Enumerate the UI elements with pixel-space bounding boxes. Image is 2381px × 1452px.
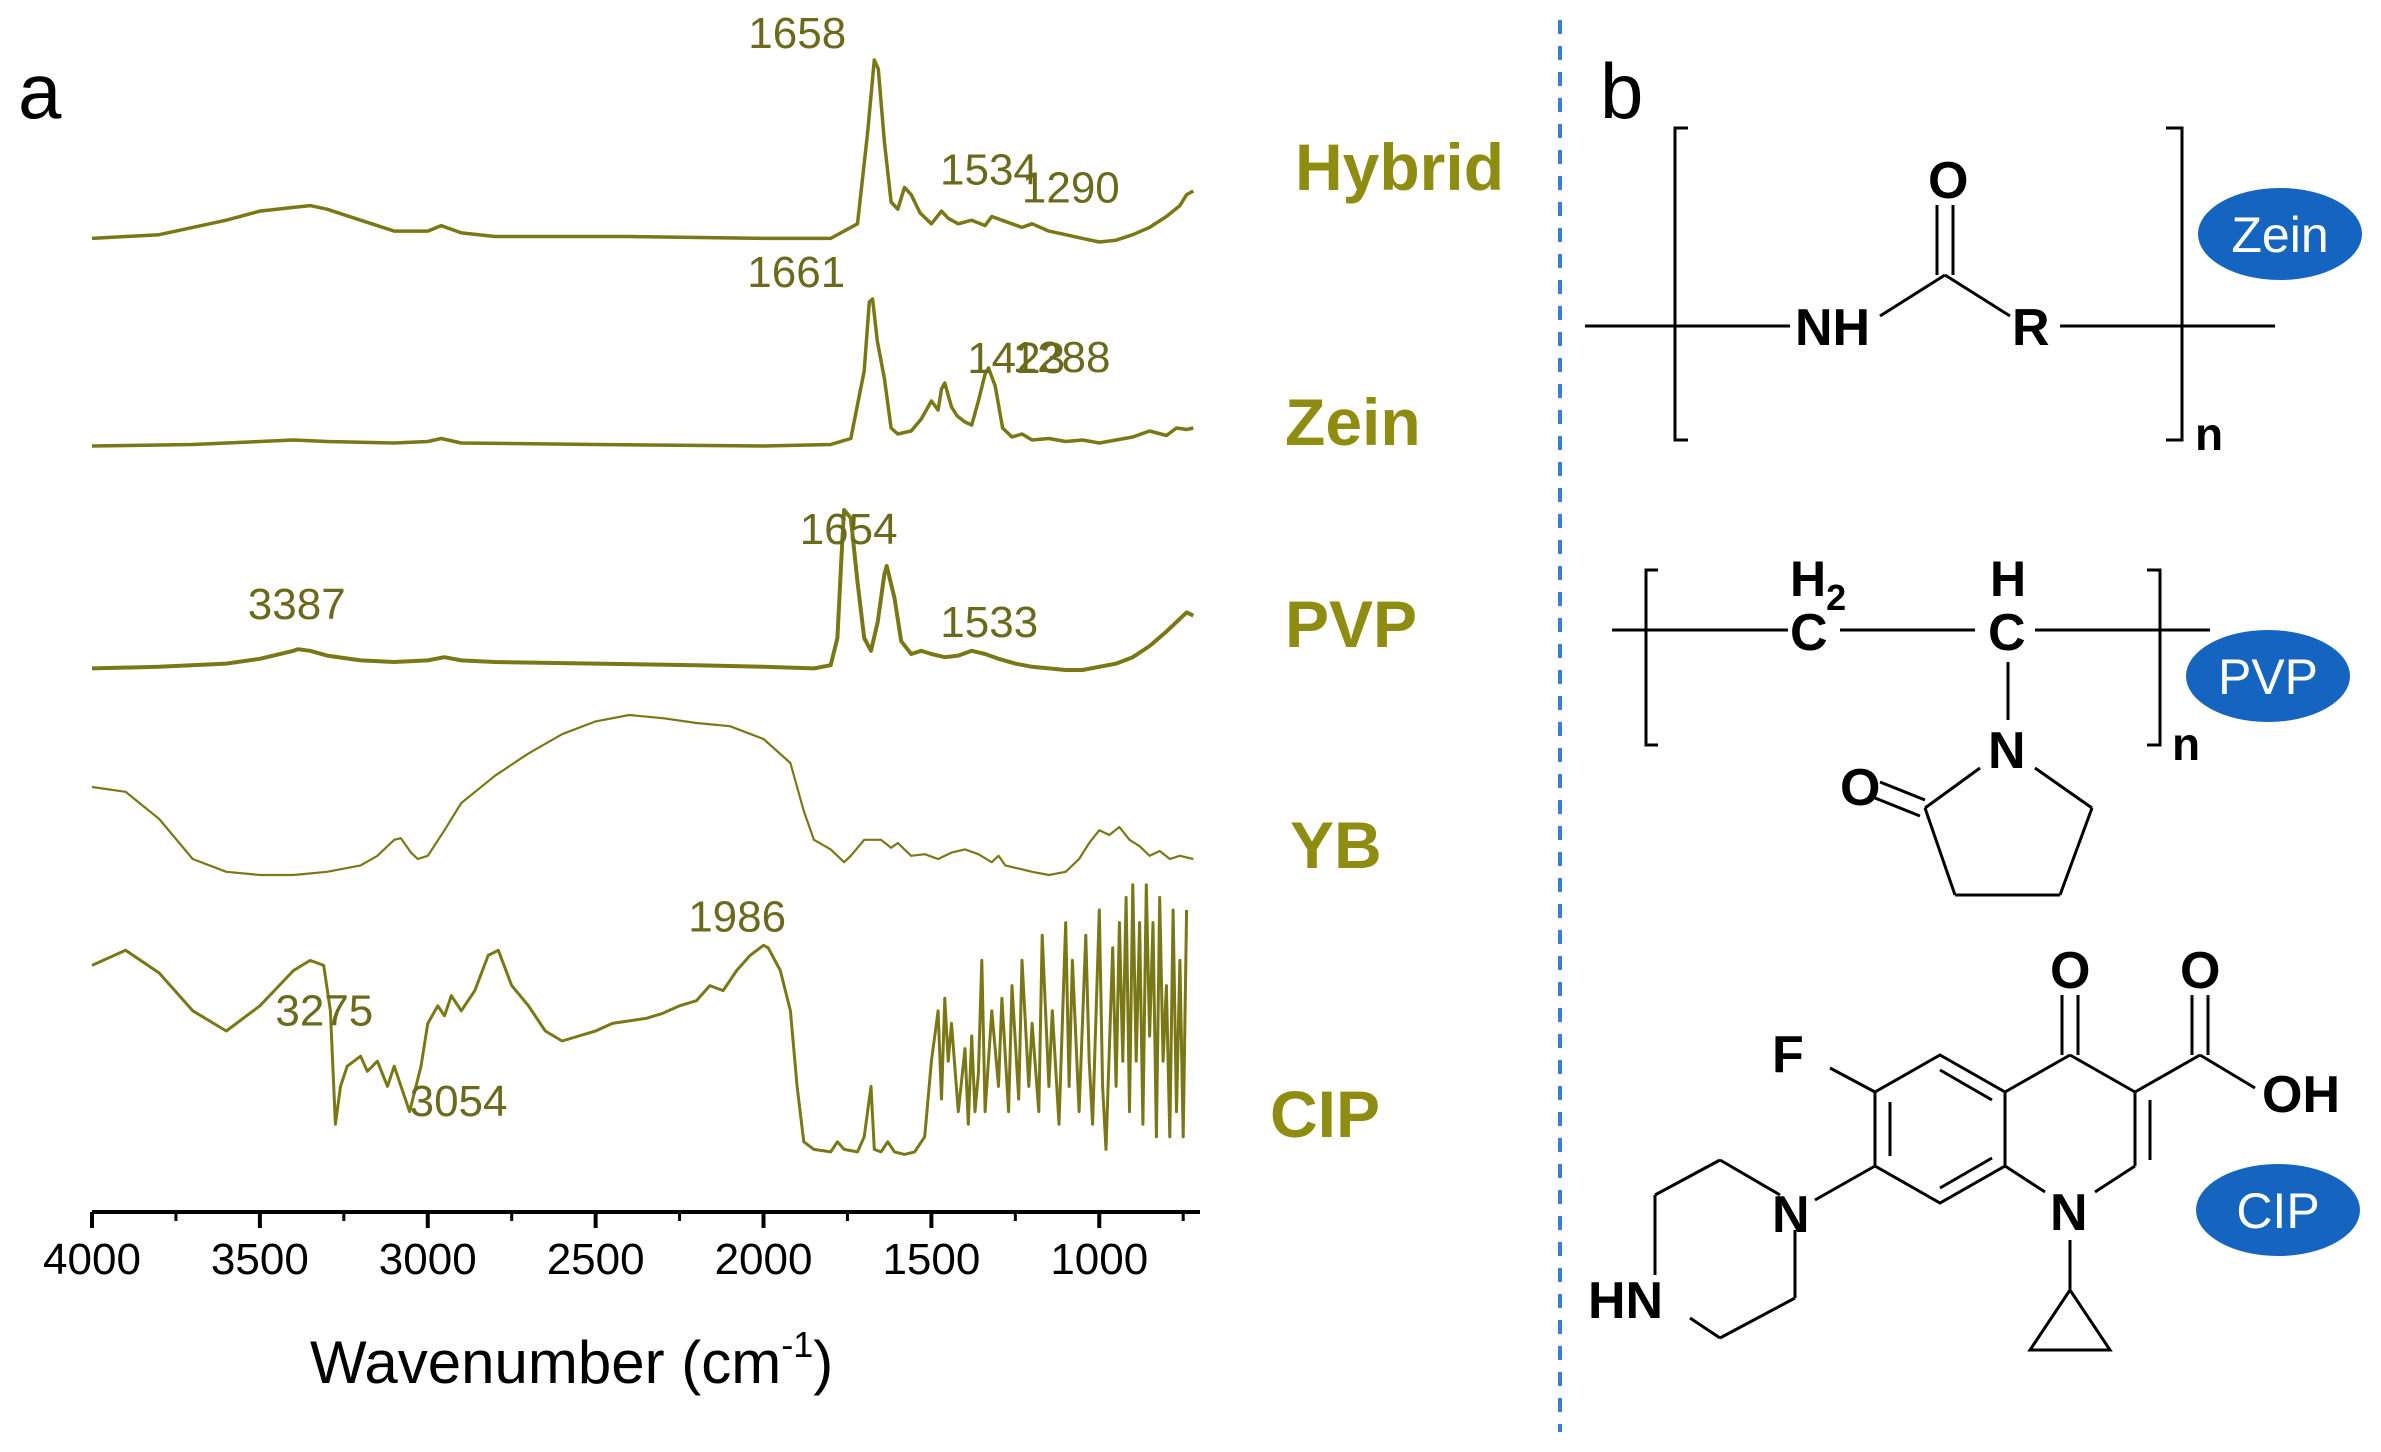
cip-atom-n-ring: N: [2050, 1184, 2088, 1242]
series-label-cip: CIP: [1270, 1077, 1380, 1151]
panel-b-letter: b: [1600, 47, 1643, 135]
spectrum-line-zein: [91, 297, 1194, 448]
series-label-pvp: PVP: [1285, 587, 1417, 661]
pvp-atom-h: H: [1990, 551, 2026, 607]
series-label-yb: YB: [1290, 808, 1382, 882]
zein-bond-nh-c: [1879, 273, 1946, 318]
series-label-hybrid: Hybrid: [1295, 130, 1504, 204]
cip-cyclopropyl: [2027, 1287, 2113, 1352]
cip-ring-left: [1873, 1053, 2007, 1205]
pvp-ring-c3-c4: [2058, 807, 2094, 896]
peak-label-cip-3275: 3275: [275, 986, 373, 1035]
spectrum-line-hybrid: [91, 58, 1195, 244]
panel-a-letter: a: [18, 47, 62, 135]
zein-structure: [1585, 126, 2275, 442]
peak-label-hybrid-1534: 1534: [940, 146, 1038, 195]
pvp-structure: [1612, 568, 2210, 897]
cip-atom-o-acid: O: [2180, 942, 2220, 1000]
zein-subscript-n: n: [2195, 408, 2223, 460]
cip-atom-o-ketone: O: [2050, 942, 2090, 1000]
x-axis-title-main: Wavenumber (cm: [310, 1329, 781, 1396]
x-tick-label-3500: 3500: [211, 1235, 309, 1284]
pvp-atom-h2: H2: [1790, 551, 1846, 618]
cip-pip-link: [1814, 1164, 1876, 1202]
peak-label-cip-1986: 1986: [688, 892, 786, 941]
x-axis: 4000 3500 3000 2500 2000 1500 1000: [43, 1210, 1200, 1284]
cip-pip-4: [1689, 1316, 1721, 1340]
pvp-atom-h2-h: H: [1790, 551, 1826, 607]
pvp-ring-c1-c2: [1923, 807, 1957, 896]
cip-ring-right-2: [2069, 1053, 2136, 1094]
x-axis-title-superscript: -1: [781, 1324, 813, 1365]
spectrum-line-pvp: [91, 508, 1195, 672]
x-tick-label-2500: 2500: [547, 1235, 645, 1284]
zein-bracket-right: [2166, 126, 2184, 442]
pvp-badge: [2186, 630, 2350, 722]
peak-label-pvp-1533: 1533: [940, 598, 1038, 647]
zein-atom-r: R: [2012, 299, 2050, 357]
pvp-atom-c2: C: [1988, 604, 2026, 662]
peak-label-zein-1423: 1423: [967, 334, 1065, 383]
zein-atom-nh: NH: [1795, 299, 1870, 357]
peak-label-pvp-3387: 3387: [248, 580, 346, 629]
peak-label-zein-1288: 1288: [1013, 333, 1111, 382]
zein-badge-label: Zein: [2231, 207, 2328, 263]
cip-cooh-oh-bond: [2199, 1053, 2256, 1090]
pvp-bracket-right: [2147, 568, 2162, 747]
pvp-bond-co-2: [1874, 796, 1921, 818]
spectrum-line-yb: [91, 713, 1194, 877]
cip-badge-label: CIP: [2236, 1183, 2319, 1239]
x-axis-title-close: ): [813, 1329, 833, 1396]
cip-badge: [2196, 1164, 2360, 1256]
peak-label-pvp-1654: 1654: [800, 505, 898, 554]
cip-f-bond: [1829, 1066, 1876, 1094]
pvp-ring-c4-n: [2034, 766, 2093, 810]
peak-label-hybrid-1290: 1290: [1022, 164, 1120, 213]
cip-ring-right-1: [2004, 1053, 2071, 1094]
cip-atom-hn: HN: [1588, 1272, 1663, 1330]
pvp-atom-n: N: [1988, 722, 2026, 780]
cip-ring-right-4: [2094, 1164, 2136, 1194]
x-tick-label-3000: 3000: [379, 1235, 477, 1284]
cip-structure: [1653, 995, 2256, 1352]
pvp-atom-c1: C: [1790, 604, 1828, 662]
cip-atom-n-pip: N: [1772, 1186, 1810, 1244]
peak-label-hybrid-1658: 1658: [748, 9, 846, 58]
cip-atom-f: F: [1772, 1026, 1804, 1084]
cip-pip-2: [1654, 1158, 1721, 1197]
peak-label-zein-1661: 1661: [747, 248, 845, 297]
pvp-subscript-n: n: [2172, 718, 2200, 770]
x-tick-label-4000: 4000: [43, 1235, 141, 1284]
zein-bracket-left: [1673, 126, 1688, 442]
x-tick-label-1500: 1500: [882, 1235, 980, 1284]
pvp-bracket-left: [1644, 568, 1658, 747]
zein-badge: [2198, 188, 2362, 280]
x-axis-title: Wavenumber (cm-1): [310, 1324, 833, 1396]
x-tick-label-2000: 2000: [715, 1235, 813, 1284]
pvp-badge-label: PVP: [2218, 649, 2318, 705]
pvp-atom-o: O: [1840, 759, 1880, 817]
cip-cooh-bond: [2134, 1053, 2201, 1094]
cip-atom-oh: OH: [2262, 1066, 2340, 1124]
pvp-bond-co-1: [1879, 780, 1926, 802]
peak-label-cip-3054: 3054: [410, 1077, 508, 1126]
cip-ring-left-double-2: [1939, 1068, 1993, 1102]
zein-atom-o: O: [1928, 152, 1968, 210]
cip-pip-1: [1719, 1158, 1781, 1197]
pvp-ring-n-c1: [1924, 766, 1981, 810]
cip-ring-right-5: [2004, 1164, 2046, 1194]
pvp-atom-h2-sub: 2: [1826, 577, 1846, 618]
cip-pip-5: [1719, 1296, 1796, 1340]
spectrum-line-cip: [91, 883, 1189, 1156]
series-label-zein: Zein: [1285, 385, 1421, 459]
x-tick-label-1000: 1000: [1050, 1235, 1148, 1284]
zein-bond-c-r: [1944, 273, 2011, 318]
cip-ring-left-double-3: [1939, 1156, 1993, 1190]
